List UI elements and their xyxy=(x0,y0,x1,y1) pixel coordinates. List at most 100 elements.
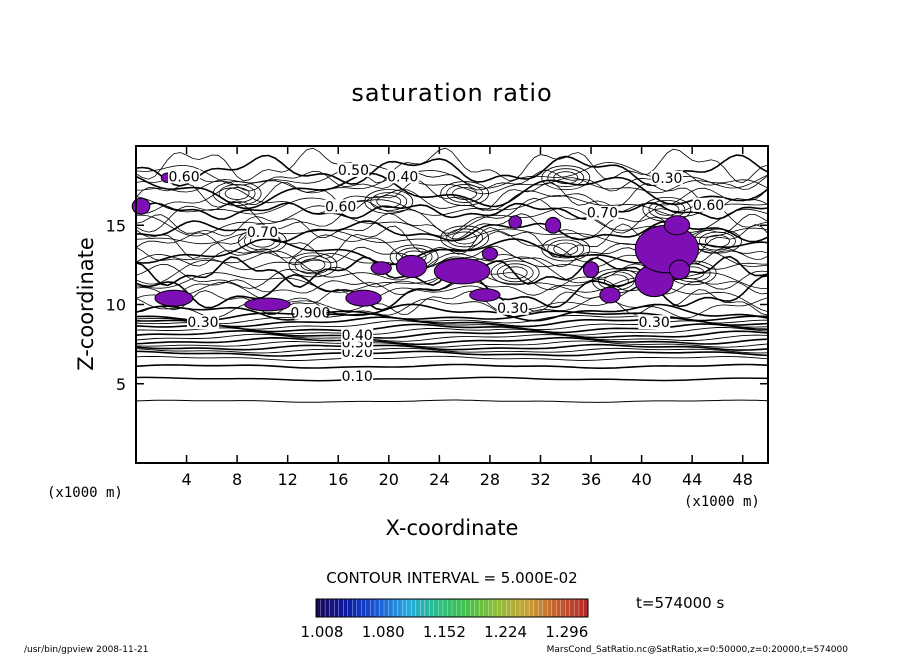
contour-label: 0.40 xyxy=(387,169,418,185)
colorbar-tick-label: 1.008 xyxy=(301,623,344,641)
contour-loop xyxy=(370,192,408,211)
contour-line xyxy=(135,350,769,357)
contour-label-bg xyxy=(692,197,725,212)
contour-loop xyxy=(541,165,591,191)
contour-label-bg xyxy=(341,368,374,383)
contour-label: 0.70 xyxy=(247,225,278,241)
colorbar-cell xyxy=(370,598,376,618)
colorbar-cell xyxy=(483,598,489,618)
x-tick-label: 36 xyxy=(581,470,601,489)
fill-region xyxy=(508,215,523,229)
fill-region xyxy=(663,215,691,236)
x-tick-label: 16 xyxy=(328,470,348,489)
colorbar-cell xyxy=(524,598,530,618)
colorbar-cell xyxy=(574,598,580,618)
colorbar-cell xyxy=(515,598,521,618)
contour-loop xyxy=(294,255,332,275)
contour-label: 0.30 xyxy=(187,315,218,331)
colorbar-cell xyxy=(465,598,471,618)
colorbar-cell xyxy=(397,598,403,618)
colorbar-cell xyxy=(488,598,494,618)
contour-loop xyxy=(648,199,686,219)
colorbar-cell xyxy=(506,598,512,618)
y-axis-ticks: 5 10 15 xyxy=(106,216,768,394)
contour-loop xyxy=(699,231,736,251)
colorbar-cell xyxy=(438,598,444,618)
fill-region xyxy=(395,254,428,279)
contour-loop xyxy=(502,266,528,280)
x-tick-label: 12 xyxy=(278,470,298,489)
colorbar-cell xyxy=(533,598,539,618)
colorbar-cell xyxy=(411,598,417,618)
colorbar-frame xyxy=(315,598,589,618)
colorbar-cell xyxy=(519,598,525,618)
colorbar-cell xyxy=(501,598,507,618)
colorbar-cell xyxy=(469,598,476,618)
colorbar-cell xyxy=(401,598,408,618)
colorbar-cell xyxy=(537,598,544,618)
contour-loop xyxy=(496,263,534,283)
fill-region xyxy=(481,246,499,261)
colorbar-cell xyxy=(565,598,571,618)
contour-label-bg xyxy=(586,205,619,220)
contour-line xyxy=(135,347,769,354)
chart-title: saturation ratio xyxy=(351,79,552,107)
x-tick-label: 40 xyxy=(631,470,651,489)
contour-line xyxy=(135,343,769,351)
colorbar-cell xyxy=(343,598,349,618)
colorbar-cell xyxy=(433,598,439,618)
contour-line xyxy=(135,296,769,319)
contour-line xyxy=(135,399,769,403)
colorbar-cell xyxy=(547,598,553,618)
contour-loop xyxy=(376,195,402,208)
contour-line xyxy=(135,195,769,218)
contour-loop xyxy=(553,171,579,185)
contour-loop xyxy=(705,234,730,248)
contour-label: 0.40 xyxy=(342,328,373,344)
colorbar-cell xyxy=(347,598,353,618)
contour-label-bg xyxy=(337,162,370,177)
contour-loop xyxy=(440,181,490,206)
contour-loop xyxy=(300,258,326,272)
contour-label-bg xyxy=(168,169,201,184)
x-tick-label: 24 xyxy=(429,470,449,489)
colorbar-cell xyxy=(388,598,394,618)
colorbar-cell xyxy=(406,598,412,618)
footer-left: /usr/bin/gpview 2008-11-21 xyxy=(24,645,148,654)
colorbar-cell xyxy=(324,598,331,618)
contour-loop xyxy=(553,242,579,256)
colorbar-cell xyxy=(569,598,575,618)
colorbar-cell xyxy=(460,598,467,618)
contour-label: 0.30 xyxy=(497,301,528,317)
contour-loop xyxy=(541,236,591,262)
contour-label: 0.60 xyxy=(693,198,724,214)
x-tick-label: 48 xyxy=(733,470,753,489)
contour-label: 0.10 xyxy=(342,369,373,385)
colorbar-cell xyxy=(383,598,389,618)
contour-label: 0.30 xyxy=(651,171,682,187)
contour-label-bg xyxy=(496,300,529,315)
colorbar-cell xyxy=(379,598,385,618)
x-tick-label: 32 xyxy=(530,470,550,489)
colorbar-tick-label: 1.080 xyxy=(362,623,405,641)
colorbar-cell xyxy=(424,598,430,618)
x-tick-label: 4 xyxy=(181,470,191,489)
contour-label: 0.900 xyxy=(290,306,330,322)
x-axis-ticks: 4 8 12 16 20 24 28 32 36 40 44 48 xyxy=(181,146,753,489)
colorbar-cell xyxy=(352,598,358,618)
contour-line xyxy=(135,212,769,240)
contour-line xyxy=(135,220,769,243)
fill-region xyxy=(370,261,392,275)
contour-line xyxy=(135,172,769,210)
colorbar-cell xyxy=(560,598,566,618)
contour-loop xyxy=(218,184,256,203)
colorbar-tick-labels: 1.008 1.080 1.152 1.224 1.296 xyxy=(301,623,589,641)
x-tick-label: 44 xyxy=(682,470,702,489)
contour-label: 0.30 xyxy=(639,315,670,331)
contour-line xyxy=(135,355,769,361)
contour-label: 0.60 xyxy=(168,169,199,185)
colorbar-cell xyxy=(451,598,457,618)
colorbar-cell xyxy=(420,598,426,618)
contour-label-bg xyxy=(341,327,374,342)
